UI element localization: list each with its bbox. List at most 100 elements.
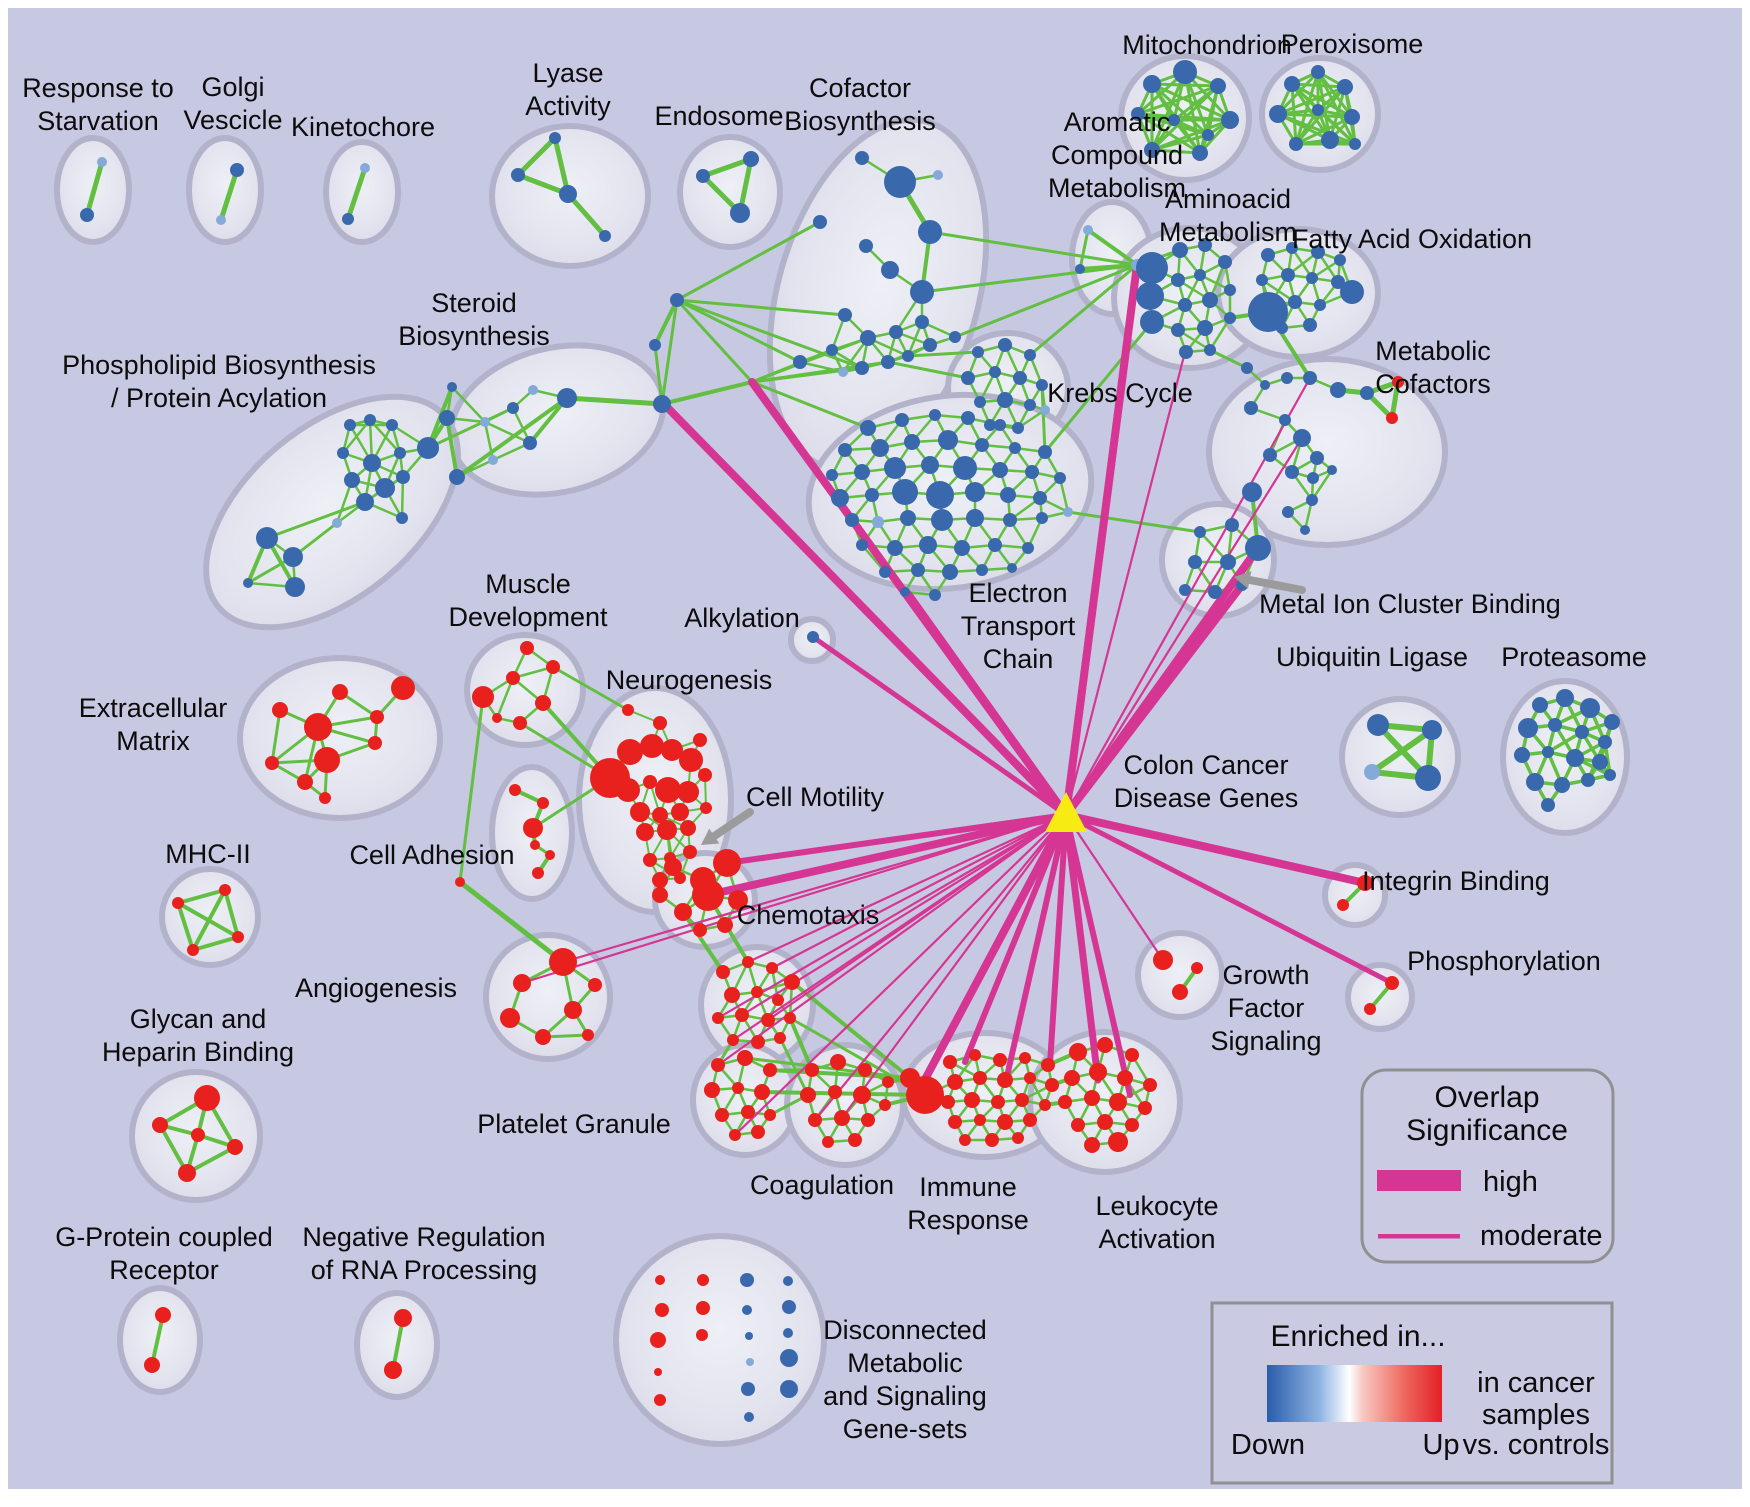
gene-set-node[interactable] bbox=[848, 1133, 862, 1147]
gene-set-node[interactable] bbox=[650, 1332, 666, 1348]
gene-set-node[interactable] bbox=[949, 331, 961, 343]
gene-set-node[interactable] bbox=[1245, 535, 1271, 561]
gene-set-node[interactable] bbox=[988, 538, 1002, 552]
gene-set-node[interactable] bbox=[655, 1275, 665, 1285]
gene-set-node[interactable] bbox=[1575, 725, 1589, 739]
gene-set-node[interactable] bbox=[1009, 442, 1021, 454]
gene-set-node[interactable] bbox=[368, 736, 382, 750]
gene-set-node[interactable] bbox=[1063, 507, 1073, 517]
gene-set-node[interactable] bbox=[941, 1095, 955, 1109]
gene-set-node[interactable] bbox=[724, 987, 740, 1003]
gene-set-node[interactable] bbox=[1000, 487, 1016, 503]
gene-set-node[interactable] bbox=[520, 641, 534, 655]
gene-set-node[interactable] bbox=[1357, 875, 1373, 891]
gene-set-node[interactable] bbox=[1312, 104, 1324, 116]
gene-set-node[interactable] bbox=[834, 1110, 850, 1126]
gene-set-node[interactable] bbox=[805, 1063, 819, 1077]
gene-set-node[interactable] bbox=[1364, 764, 1380, 780]
gene-set-node[interactable] bbox=[1083, 225, 1093, 235]
gene-set-node[interactable] bbox=[974, 396, 986, 408]
gene-set-node[interactable] bbox=[855, 151, 869, 165]
gene-set-node[interactable] bbox=[384, 1361, 402, 1379]
gene-set-node[interactable] bbox=[717, 917, 733, 933]
gene-set-node[interactable] bbox=[661, 739, 683, 761]
gene-set-node[interactable] bbox=[751, 1035, 765, 1049]
gene-set-node[interactable] bbox=[523, 818, 543, 838]
gene-set-node[interactable] bbox=[1097, 1114, 1113, 1130]
gene-set-node[interactable] bbox=[697, 1274, 709, 1286]
gene-set-node[interactable] bbox=[509, 784, 521, 796]
gene-set-node[interactable] bbox=[1173, 60, 1197, 84]
gene-set-node[interactable] bbox=[1364, 1003, 1376, 1015]
gene-set-node[interactable] bbox=[1025, 465, 1039, 479]
gene-set-node[interactable] bbox=[783, 1276, 793, 1286]
gene-set-node[interactable] bbox=[1334, 254, 1346, 266]
gene-set-node[interactable] bbox=[1084, 1090, 1100, 1106]
gene-set-node[interactable] bbox=[1422, 720, 1442, 740]
gene-set-node[interactable] bbox=[1131, 107, 1145, 121]
gene-set-node[interactable] bbox=[396, 470, 410, 484]
gene-set-node[interactable] bbox=[954, 540, 970, 556]
gene-set-node[interactable] bbox=[784, 974, 800, 990]
gene-set-node[interactable] bbox=[959, 1134, 971, 1146]
gene-set-node[interactable] bbox=[1303, 371, 1317, 385]
gene-set-node[interactable] bbox=[892, 479, 918, 505]
gene-set-node[interactable] bbox=[961, 411, 975, 425]
gene-set-node[interactable] bbox=[1038, 445, 1052, 459]
gene-set-node[interactable] bbox=[860, 330, 876, 346]
gene-set-node[interactable] bbox=[1286, 242, 1298, 254]
gene-set-node[interactable] bbox=[737, 1050, 753, 1066]
gene-set-node[interactable] bbox=[900, 1068, 920, 1088]
gene-set-node[interactable] bbox=[938, 430, 958, 450]
gene-set-node[interactable] bbox=[993, 1053, 1007, 1067]
gene-set-node[interactable] bbox=[1125, 1048, 1139, 1062]
gene-set-node[interactable] bbox=[513, 716, 527, 730]
gene-set-node[interactable] bbox=[713, 849, 741, 877]
gene-set-node[interactable] bbox=[1204, 344, 1216, 356]
gene-set-node[interactable] bbox=[1293, 429, 1311, 447]
gene-set-node[interactable] bbox=[911, 563, 925, 577]
gene-set-node[interactable] bbox=[1069, 1043, 1087, 1061]
gene-set-node[interactable] bbox=[943, 1055, 957, 1069]
gene-set-node[interactable] bbox=[314, 747, 340, 773]
gene-set-node[interactable] bbox=[1194, 269, 1206, 281]
gene-set-node[interactable] bbox=[523, 436, 537, 450]
gene-set-node[interactable] bbox=[1153, 950, 1173, 970]
gene-set-node[interactable] bbox=[696, 1329, 708, 1341]
gene-set-node[interactable] bbox=[439, 410, 455, 426]
gene-set-node[interactable] bbox=[727, 1034, 739, 1046]
gene-set-node[interactable] bbox=[1542, 746, 1554, 758]
gene-set-node[interactable] bbox=[774, 1032, 786, 1044]
gene-set-node[interactable] bbox=[728, 890, 748, 910]
gene-set-node[interactable] bbox=[1598, 735, 1612, 749]
gene-set-node[interactable] bbox=[655, 1303, 669, 1317]
gene-set-node[interactable] bbox=[582, 1029, 594, 1041]
gene-set-node[interactable] bbox=[830, 1054, 846, 1070]
gene-set-node[interactable] bbox=[187, 944, 199, 956]
gene-set-node[interactable] bbox=[447, 382, 457, 392]
gene-set-node[interactable] bbox=[344, 419, 356, 431]
gene-set-node[interactable] bbox=[696, 1301, 710, 1315]
gene-set-node[interactable] bbox=[1392, 376, 1404, 388]
gene-set-node[interactable] bbox=[813, 215, 827, 229]
gene-set-node[interactable] bbox=[1360, 386, 1374, 400]
gene-set-node[interactable] bbox=[900, 587, 910, 597]
gene-set-node[interactable] bbox=[1224, 312, 1236, 324]
gene-set-node[interactable] bbox=[507, 402, 519, 414]
gene-set-node[interactable] bbox=[838, 308, 852, 322]
gene-set-node[interactable] bbox=[679, 748, 703, 772]
gene-set-node[interactable] bbox=[853, 1086, 871, 1104]
gene-set-node[interactable] bbox=[1221, 111, 1239, 129]
gene-set-node[interactable] bbox=[549, 132, 561, 144]
gene-set-node[interactable] bbox=[1172, 984, 1188, 1000]
gene-set-node[interactable] bbox=[227, 1139, 243, 1155]
gene-set-node[interactable] bbox=[1036, 512, 1048, 524]
gene-set-node[interactable] bbox=[1208, 585, 1222, 599]
gene-set-node[interactable] bbox=[1033, 491, 1047, 505]
gene-set-node[interactable] bbox=[643, 775, 657, 789]
gene-set-node[interactable] bbox=[1013, 371, 1027, 385]
gene-set-node[interactable] bbox=[272, 702, 288, 718]
gene-set-node[interactable] bbox=[549, 948, 577, 976]
gene-set-node[interactable] bbox=[194, 1085, 220, 1111]
gene-set-node[interactable] bbox=[394, 1309, 412, 1327]
